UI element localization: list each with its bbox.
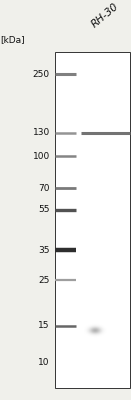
- Text: 70: 70: [38, 184, 50, 192]
- Text: [kDa]: [kDa]: [0, 35, 25, 44]
- Text: 25: 25: [38, 276, 50, 285]
- Text: 15: 15: [38, 322, 50, 330]
- Text: 10: 10: [38, 358, 50, 367]
- FancyBboxPatch shape: [55, 52, 130, 388]
- Text: 35: 35: [38, 246, 50, 255]
- Text: 250: 250: [33, 70, 50, 78]
- Text: RH-30: RH-30: [90, 2, 121, 30]
- Text: 55: 55: [38, 205, 50, 214]
- Text: 130: 130: [32, 128, 50, 137]
- Text: 100: 100: [32, 152, 50, 161]
